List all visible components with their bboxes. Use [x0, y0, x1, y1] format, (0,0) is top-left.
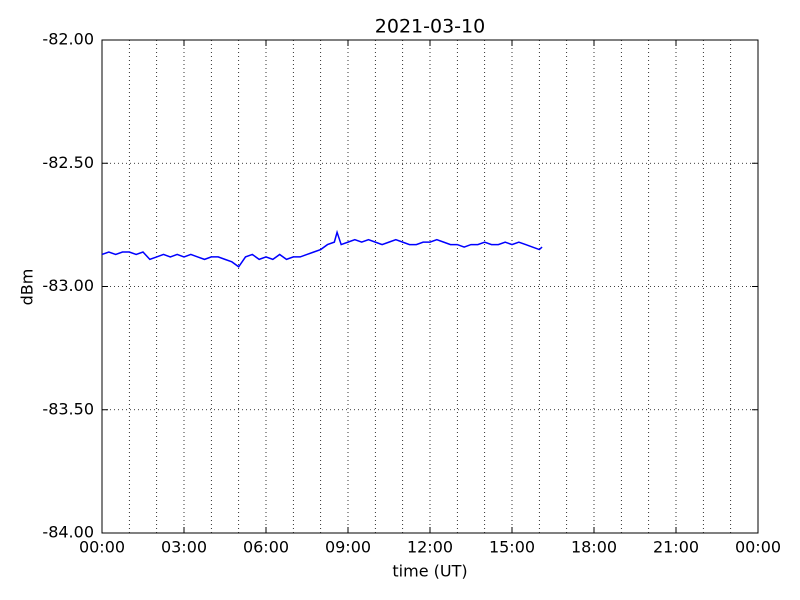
x-axis-label: time (UT): [392, 562, 467, 581]
x-tick-label: 06:00: [243, 538, 289, 557]
x-tick-label: 09:00: [325, 538, 371, 557]
y-tick-label: -83.00: [42, 276, 94, 295]
y-tick-label: -82.00: [42, 30, 94, 49]
y-tick-label: -84.00: [42, 523, 94, 542]
y-tick-label: -83.50: [42, 399, 94, 418]
plot-frame: [101, 39, 759, 534]
chart-title: 2021-03-10: [375, 16, 485, 38]
x-tick-label: 00:00: [735, 538, 781, 557]
x-tick-label: 00:00: [79, 538, 125, 557]
x-tick-label: 03:00: [161, 538, 207, 557]
x-tick-label: 18:00: [571, 538, 617, 557]
x-tick-label: 15:00: [489, 538, 535, 557]
x-tick-label: 21:00: [653, 538, 699, 557]
y-tick-label: -82.50: [42, 153, 94, 172]
data-line: [101, 229, 543, 268]
x-tick-label: 12:00: [407, 538, 453, 557]
y-axis-label: dBm: [18, 269, 37, 306]
